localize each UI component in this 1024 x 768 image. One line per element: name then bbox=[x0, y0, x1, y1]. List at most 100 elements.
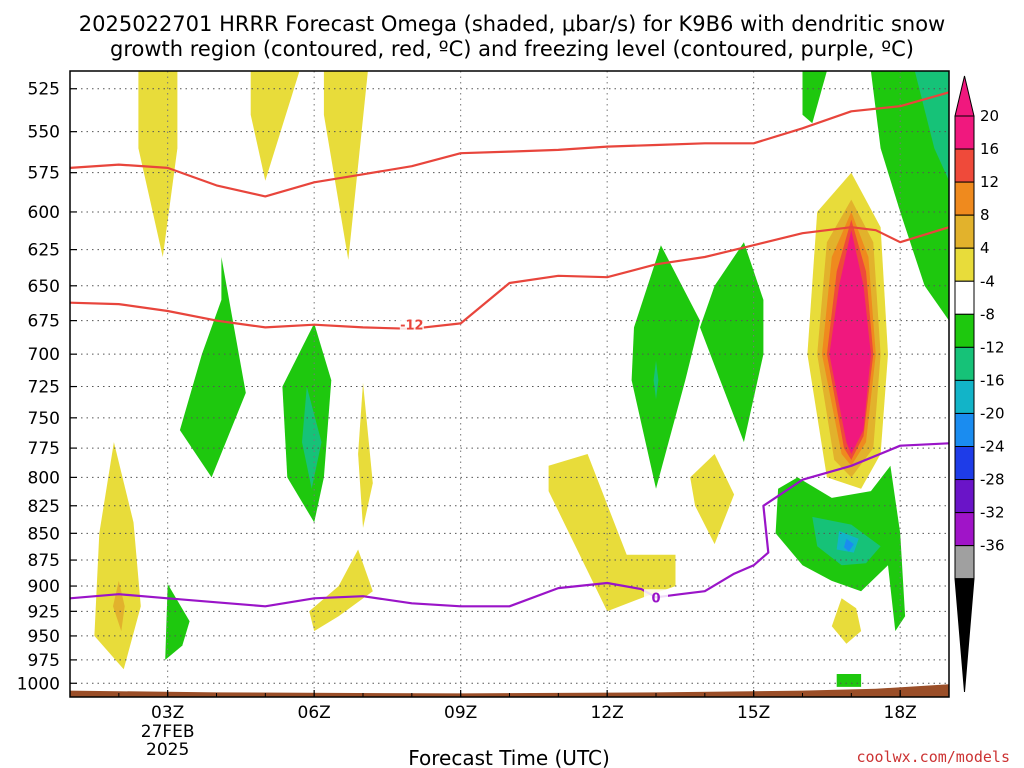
y-tick-label: 725 bbox=[28, 378, 60, 398]
omega-region-30 bbox=[836, 674, 862, 687]
colorbar-swatch bbox=[954, 545, 975, 580]
colorbar-label: 4 bbox=[980, 239, 990, 257]
colorbar-label: -16 bbox=[980, 371, 1005, 389]
omega-region-2 bbox=[250, 71, 300, 181]
pressure-axis: 525 550 575 600 625 650 675 700 725 750 775 800 825 8… bbox=[17, 80, 77, 694]
omega-region-19 bbox=[914, 71, 949, 181]
omega-region-16 bbox=[690, 454, 735, 545]
colorbar-label: 8 bbox=[980, 206, 990, 224]
colorbar-swatch bbox=[954, 346, 975, 381]
contour-label: 0 bbox=[651, 591, 660, 606]
colorbar-swatch bbox=[954, 247, 975, 282]
contour-line-1 bbox=[70, 91, 949, 198]
y-tick-label: 850 bbox=[28, 524, 60, 544]
omega-region-7 bbox=[179, 257, 246, 478]
y-tick-label: 900 bbox=[28, 577, 60, 597]
colorbar-swatch bbox=[954, 512, 975, 547]
omega-region-18 bbox=[870, 71, 949, 321]
y-tick-label: 800 bbox=[28, 468, 60, 488]
grid-layer bbox=[70, 71, 949, 697]
colorbar-label: -32 bbox=[980, 504, 1005, 522]
colorbar-label: 16 bbox=[980, 140, 999, 158]
contour-label-bg bbox=[644, 589, 668, 605]
y-tick-label: 700 bbox=[28, 345, 60, 365]
y-tick-label: 775 bbox=[28, 439, 60, 459]
y-tick-label: 975 bbox=[28, 651, 60, 671]
y-tick-label: 925 bbox=[28, 602, 60, 622]
chart-title-line-1: 2025022701 HRRR Forecast Omega (shaded, … bbox=[79, 12, 945, 36]
x-tick-label: 18Z bbox=[884, 703, 917, 723]
y-tick-label: 875 bbox=[28, 551, 60, 571]
omega-region-12 bbox=[548, 454, 676, 612]
colorbar-label: 20 bbox=[980, 107, 999, 125]
omega-region-1 bbox=[138, 71, 178, 257]
omega-region-11 bbox=[309, 549, 373, 632]
terrain-layer bbox=[70, 684, 949, 697]
colorbar-label: -28 bbox=[980, 471, 1005, 489]
credit-text: coolwx.com/models bbox=[856, 748, 1010, 766]
omega-region-13 bbox=[631, 245, 700, 489]
x-tick-label: 09Z bbox=[444, 703, 477, 723]
colorbar-top-arrow bbox=[954, 75, 975, 117]
y-tick-label: 750 bbox=[28, 409, 60, 429]
y-tick-label: 575 bbox=[28, 164, 60, 184]
omega-region-14 bbox=[653, 360, 659, 400]
omega-region-10 bbox=[358, 382, 373, 528]
omega-region-24 bbox=[829, 230, 871, 454]
terrain-ground bbox=[70, 684, 949, 697]
y-tick-label: 525 bbox=[28, 80, 60, 100]
colorbar-label: -24 bbox=[980, 438, 1005, 456]
omega-colorbar: 20 16 12 8 4 -4 -8 -12 -16 -20 -24 -28 -32 -36 bbox=[954, 75, 1005, 693]
contour-label-bg bbox=[399, 316, 424, 332]
y-tick-label: 825 bbox=[28, 497, 60, 517]
omega-region-5 bbox=[113, 580, 125, 632]
x-axis-label: Forecast Time (UTC) bbox=[408, 746, 610, 768]
colorbar-swatch bbox=[954, 214, 975, 249]
colorbar-label: -20 bbox=[980, 404, 1005, 422]
colorbar-label: -4 bbox=[980, 272, 995, 290]
x-tick-label: 12Z bbox=[591, 703, 624, 723]
omega-shading-layer bbox=[94, 71, 949, 687]
omega-region-3 bbox=[323, 71, 368, 260]
y-tick-label: 550 bbox=[28, 123, 60, 143]
x-tick-label: 06Z bbox=[298, 703, 331, 723]
y-tick-label: 650 bbox=[28, 277, 60, 297]
colorbar-swatch bbox=[954, 479, 975, 514]
colorbar-swatch bbox=[954, 412, 975, 448]
x-tick-label: 15Z bbox=[737, 703, 770, 723]
omega-region-28 bbox=[844, 538, 854, 552]
contour-line-3 bbox=[70, 442, 949, 608]
x-tick-sublabel: 2025 bbox=[146, 740, 189, 760]
y-tick-label: 600 bbox=[28, 203, 60, 223]
colorbar-swatch bbox=[954, 313, 975, 348]
y-tick-label: 1000 bbox=[17, 674, 60, 694]
colorbar-swatch bbox=[954, 379, 975, 414]
y-tick-label: 675 bbox=[28, 312, 60, 332]
x-tick-label: 03Z bbox=[151, 703, 184, 723]
colorbar-swatch bbox=[954, 446, 975, 481]
colorbar-swatch bbox=[954, 280, 975, 315]
contour-line-2 bbox=[70, 226, 949, 330]
omega-region-6 bbox=[165, 584, 190, 660]
colorbar-label: -8 bbox=[980, 305, 995, 323]
colorbar-label: 12 bbox=[980, 173, 999, 191]
colorbar-label: -12 bbox=[980, 338, 1005, 356]
colorbar-swatch bbox=[954, 148, 975, 183]
colorbar-bottom-arrow bbox=[954, 578, 975, 693]
colorbar-swatch bbox=[954, 181, 975, 216]
omega-region-17 bbox=[802, 71, 827, 124]
omega-region-29 bbox=[831, 598, 862, 644]
omega-region-4 bbox=[94, 442, 141, 670]
x-tick-sublabel: 27FEB bbox=[141, 722, 195, 742]
colorbar-swatch bbox=[954, 115, 975, 150]
y-tick-label: 950 bbox=[28, 627, 60, 647]
colorbar-label: -36 bbox=[980, 537, 1005, 555]
omega-region-15 bbox=[700, 242, 764, 443]
chart-title-line-2: growth region (contoured, red, ºC) and f… bbox=[110, 37, 914, 61]
contour-label: -12 bbox=[400, 319, 424, 334]
contour-layer: -12 0 bbox=[70, 91, 949, 608]
omega-region-9 bbox=[302, 386, 322, 489]
y-tick-label: 625 bbox=[28, 241, 60, 261]
